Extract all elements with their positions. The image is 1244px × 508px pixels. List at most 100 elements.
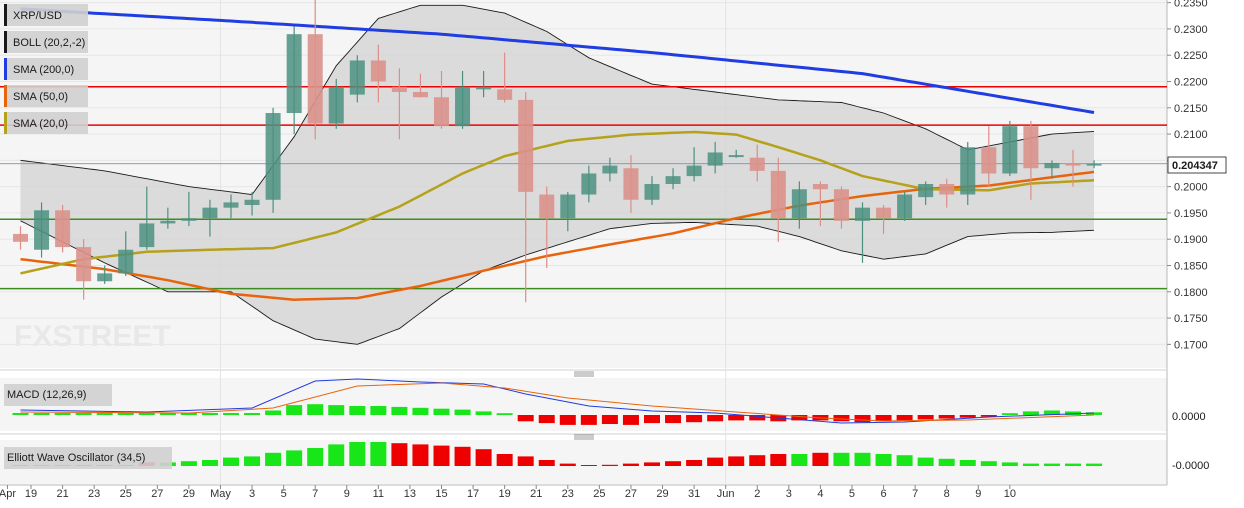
x-tick-label: Apr [0,488,16,500]
macd-histogram-bar [265,410,282,415]
candle-body [455,86,471,127]
ewo-label: Elliott Wave Oscillator (34,5) [7,452,145,464]
y-tick-label: 0.2150 [1174,103,1208,115]
legend-box [4,85,88,107]
macd-histogram-bar [1065,411,1081,415]
ewo-histogram-bar [1043,463,1060,466]
x-tick-label: 17 [467,488,479,500]
macd-histogram-bar [201,413,218,415]
x-tick-label: 19 [499,488,511,500]
ewo-histogram-bar [812,452,829,466]
y-tick-label: 0.2300 [1174,24,1208,36]
legend-label: XRP/USD [13,10,62,22]
sma-20-line [20,130,1095,275]
candle-body [476,86,492,90]
y-tick-label: 0.1900 [1174,234,1208,246]
legend-label: SMA (20,0) [13,118,68,130]
ewo-histogram-bar [223,457,239,466]
ewo-histogram-bar [391,443,408,466]
x-tick-label: 4 [817,488,823,500]
macd-histogram-bar [433,408,450,415]
ewo-histogram-bar [686,460,703,466]
candle-body [223,202,239,208]
sma-50-line [20,170,1095,301]
macd-histogram-bar [391,406,408,415]
macd-signal-line [20,382,1095,422]
x-tick-label: 23 [562,488,574,500]
candle-body [981,147,997,174]
legend-swatch [4,31,7,53]
ewo-histogram-bar [917,457,934,466]
ewo-histogram-bar [959,460,976,466]
macd-histogram-bar [349,406,366,415]
x-tick-label: 3 [786,488,792,500]
macd-histogram-bar [12,413,29,415]
candle-body [412,92,428,98]
ewo-histogram-bar [538,460,555,466]
macd-zero-tick: 0.0000 [1172,411,1206,423]
candle-body [939,184,955,195]
macd-histogram-bar [180,413,197,415]
ewo-histogram-bar [307,448,324,466]
candle-body [812,184,828,190]
ewo-histogram-bar [286,450,303,466]
legend-box [4,31,88,53]
legend-box [4,447,172,469]
legend-swatch [4,58,7,80]
candle-body [665,176,681,184]
candle-body [118,249,134,274]
macd-histogram-bar [1043,410,1060,415]
ewo-histogram-bar [896,455,913,466]
y-tick-label: 0.1800 [1174,287,1208,299]
x-tick-label: 15 [435,488,447,500]
ewo-histogram-bar [770,454,787,466]
macd-histogram-bar [580,415,597,425]
candle-body [749,157,765,171]
macd-histogram-bar [538,415,555,424]
macd-histogram-bar [412,407,429,415]
ewo-histogram-bar [180,461,197,466]
ewo-histogram-bar [454,446,471,466]
macd-histogram-bar [244,413,261,415]
macd-histogram-bar [328,405,345,415]
macd-histogram-bar [833,415,850,422]
candle-body [644,184,660,200]
candle-body [1002,126,1018,174]
macd-histogram-bar [1086,412,1103,415]
ewo-histogram-bar [980,461,997,466]
macd-histogram-bar [517,415,534,422]
legend-swatch [4,4,7,26]
ewo-histogram-bar [749,455,766,466]
y-tick-label: 0.2200 [1174,76,1208,88]
fxstreet-watermark: FXSTREET [14,320,171,353]
candle-body [1086,163,1102,166]
x-tick-label: 7 [312,488,318,500]
candle-body [560,194,576,219]
ewo-histogram-bar [580,465,597,466]
macd-histogram-bar [980,415,997,417]
candle-body [518,99,534,192]
candle-body [391,86,407,92]
macd-histogram-bar [875,415,892,422]
macd-histogram-bar [938,415,955,419]
ewo-histogram-bar [244,456,261,466]
y-tick-label: 0.1850 [1174,260,1208,272]
x-tick-label: 7 [912,488,918,500]
x-tick-label: 9 [344,488,350,500]
panel-resize-handle [574,371,594,377]
legend-box [4,4,88,26]
legend-box [4,112,88,134]
last-price-marker: 0.204347 [1167,156,1227,174]
ewo-histogram-bar [791,454,808,466]
candle-body [918,184,934,198]
macd-histogram-bar [159,413,176,415]
y-tick-label: 0.1950 [1174,208,1208,220]
candle-body [34,210,50,250]
y-tick-label: 0.1750 [1174,313,1208,325]
macd-histogram-bar [917,415,934,420]
macd-histogram-bar [54,413,71,415]
ewo-histogram-bar [644,462,660,466]
candle-body [686,165,702,177]
candle-body [139,223,155,248]
x-tick-label: 21 [530,488,542,500]
